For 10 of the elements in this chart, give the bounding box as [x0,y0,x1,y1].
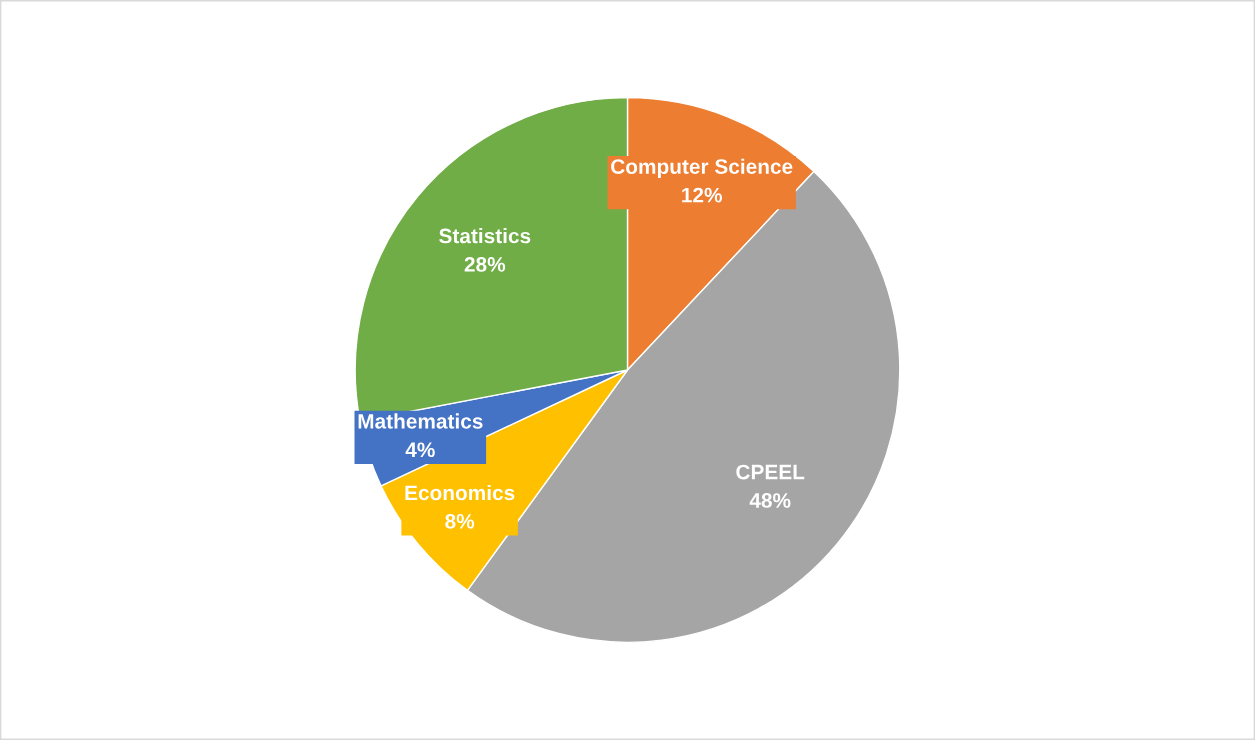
slice-label: Computer Science [611,158,793,179]
data-label: 48% [749,493,791,508]
data-label: 12% [682,187,722,203]
slice-label: CPEEL [736,464,805,480]
slice-label: Economics [405,484,515,501]
data-label: 8% [445,513,475,529]
slice-label: Mathematics [358,413,483,429]
data-label: 28% [464,257,506,272]
slice-label: Statistics [439,228,531,244]
data-label: 4% [405,442,435,458]
